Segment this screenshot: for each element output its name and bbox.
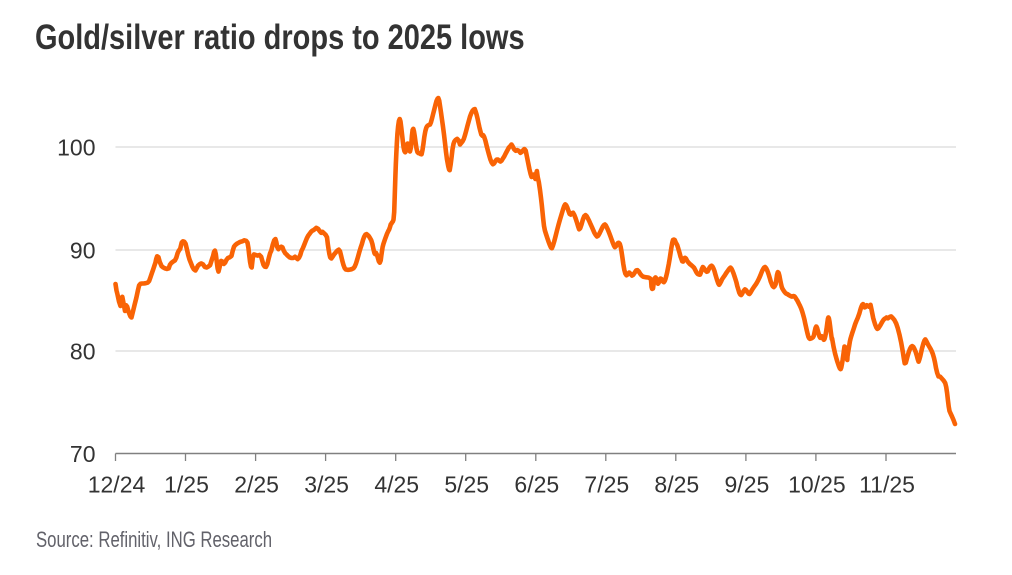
svg-text:10/25: 10/25	[788, 472, 846, 498]
svg-text:2/25: 2/25	[234, 472, 279, 498]
svg-text:6/25: 6/25	[514, 472, 559, 498]
svg-text:90: 90	[70, 238, 96, 264]
svg-text:3/25: 3/25	[304, 472, 349, 498]
svg-text:8/25: 8/25	[654, 472, 699, 498]
svg-text:80: 80	[70, 339, 96, 365]
svg-text:7/25: 7/25	[584, 472, 629, 498]
svg-text:9/25: 9/25	[725, 472, 770, 498]
svg-text:1/25: 1/25	[164, 472, 209, 498]
svg-text:11/25: 11/25	[859, 472, 915, 498]
svg-text:12/24: 12/24	[88, 472, 146, 498]
svg-text:4/25: 4/25	[374, 472, 419, 498]
svg-text:70: 70	[70, 441, 96, 467]
svg-text:100: 100	[57, 135, 95, 161]
svg-text:5/25: 5/25	[444, 472, 489, 498]
